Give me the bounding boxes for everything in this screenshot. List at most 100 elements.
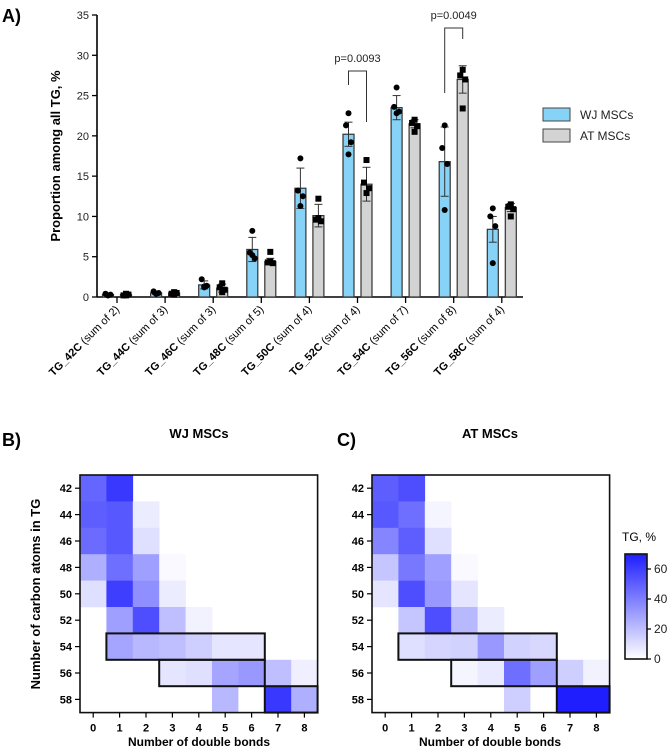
heatmap-cell (477, 607, 505, 634)
heatmap-y-axis-label: Number of carbon atoms in TG (28, 499, 43, 690)
data-point (411, 116, 418, 123)
heatmap-cell (556, 686, 584, 713)
bar-wj (342, 133, 355, 298)
heatmap-cell (398, 607, 426, 634)
heatmap-cell (106, 633, 134, 661)
heatmap-cell (372, 580, 399, 608)
data-point (459, 66, 466, 73)
heatmap-cell (132, 527, 160, 555)
heatmap-cell (106, 607, 134, 634)
x-tick-label: 4 (196, 723, 203, 735)
bar-at (312, 215, 325, 298)
significance-bracket (444, 27, 464, 93)
heatmap-cell (504, 659, 531, 687)
x-tick-label: 8 (301, 723, 307, 735)
heatmap-cell (212, 633, 239, 661)
heatmap-cell (583, 686, 610, 713)
bar-at (456, 78, 469, 298)
heatmap-cell (106, 554, 134, 581)
y-tick-label: 5 (83, 252, 89, 264)
category-name: TG_56C (384, 341, 422, 379)
highlight-box (555, 685, 611, 714)
y-tick-label: 50 (352, 589, 364, 601)
heatmap-cell (238, 633, 266, 661)
category-sum: (sum of 8) (413, 304, 459, 350)
data-point (348, 139, 354, 146)
data-point (457, 72, 464, 79)
data-point (510, 206, 517, 213)
heatmap-cell (398, 527, 426, 555)
heatmap-cell (238, 686, 266, 713)
data-point (219, 289, 226, 296)
heatmap-cell (159, 607, 186, 634)
data-point (343, 122, 349, 129)
heatmap-cell (530, 686, 558, 713)
category-sum: (sum of 4) (461, 304, 507, 350)
data-point (444, 161, 451, 168)
heatmap-cell (80, 501, 107, 529)
data-point (201, 284, 208, 291)
x-tick-label: 6 (541, 723, 547, 735)
y-tick-label: 54 (60, 642, 73, 654)
data-point (317, 218, 324, 225)
y-tick-label: 42 (60, 483, 72, 495)
x-tick-label: 1 (409, 723, 415, 735)
heatmap-b-x-axis-label: Number of double bonds (128, 735, 270, 749)
heatmap-cell (291, 686, 318, 713)
x-tick-label: 5 (222, 723, 228, 735)
highlight-box (263, 685, 319, 714)
data-point (198, 276, 205, 283)
data-point (294, 187, 301, 194)
p-value-label: p=0.0093 (334, 53, 380, 65)
heatmap-b-title: WJ MSCs (169, 426, 228, 441)
data-point (391, 103, 398, 110)
data-point (459, 105, 466, 112)
data-point (315, 215, 322, 222)
data-point (249, 252, 256, 259)
y-tick-label: 15 (77, 171, 89, 183)
data-point (414, 123, 421, 130)
x-tick-label: 1 (117, 723, 123, 735)
data-point (411, 128, 418, 135)
y-tick-label: 46 (60, 536, 72, 548)
significance-bracket (348, 70, 367, 122)
heatmap-cell (80, 527, 107, 555)
heatmap-cell (159, 633, 186, 661)
bar-at (408, 123, 421, 298)
category-name: TG_46C (143, 341, 181, 379)
heatmap-cell (106, 501, 134, 529)
category-sum: (sum of 7) (365, 304, 411, 350)
y-tick-label: 56 (60, 668, 72, 680)
data-point (492, 223, 499, 230)
data-point (345, 151, 352, 158)
heatmap-cell (372, 475, 399, 502)
category-name: TG_52C (288, 341, 326, 379)
heatmap-cell (398, 633, 426, 661)
y-tick-label: 48 (60, 562, 72, 574)
y-tick-label: 44 (352, 510, 365, 522)
heatmap-cell (424, 554, 452, 581)
x-tick-label: 2 (143, 723, 149, 735)
y-tick-label: 10 (77, 211, 89, 223)
heatmap-cell (504, 686, 531, 713)
category-sum: (sum of 4) (317, 304, 363, 350)
heatmap-c-x-axis-label: Number of double bonds (419, 735, 561, 749)
data-point (505, 203, 512, 210)
category-sum: (sum of 2) (76, 304, 122, 350)
heatmap-cell (159, 659, 186, 687)
heatmap-cell (451, 607, 478, 634)
data-point (171, 291, 178, 298)
legend-label: WJ MSCs (580, 108, 633, 122)
x-tick-label: 7 (275, 723, 281, 735)
data-point (216, 284, 223, 291)
x-tick-label: 0 (90, 723, 96, 735)
y-tick-label: 35 (77, 10, 89, 22)
heatmap-cell (132, 580, 160, 608)
data-point (441, 122, 448, 129)
heatmap-cell (291, 659, 318, 687)
data-point (363, 157, 370, 164)
y-tick-label: 50 (60, 589, 72, 601)
x-tick-label: 7 (567, 723, 573, 735)
heatmap-cell (159, 554, 186, 581)
x-tick-label: 5 (514, 723, 520, 735)
